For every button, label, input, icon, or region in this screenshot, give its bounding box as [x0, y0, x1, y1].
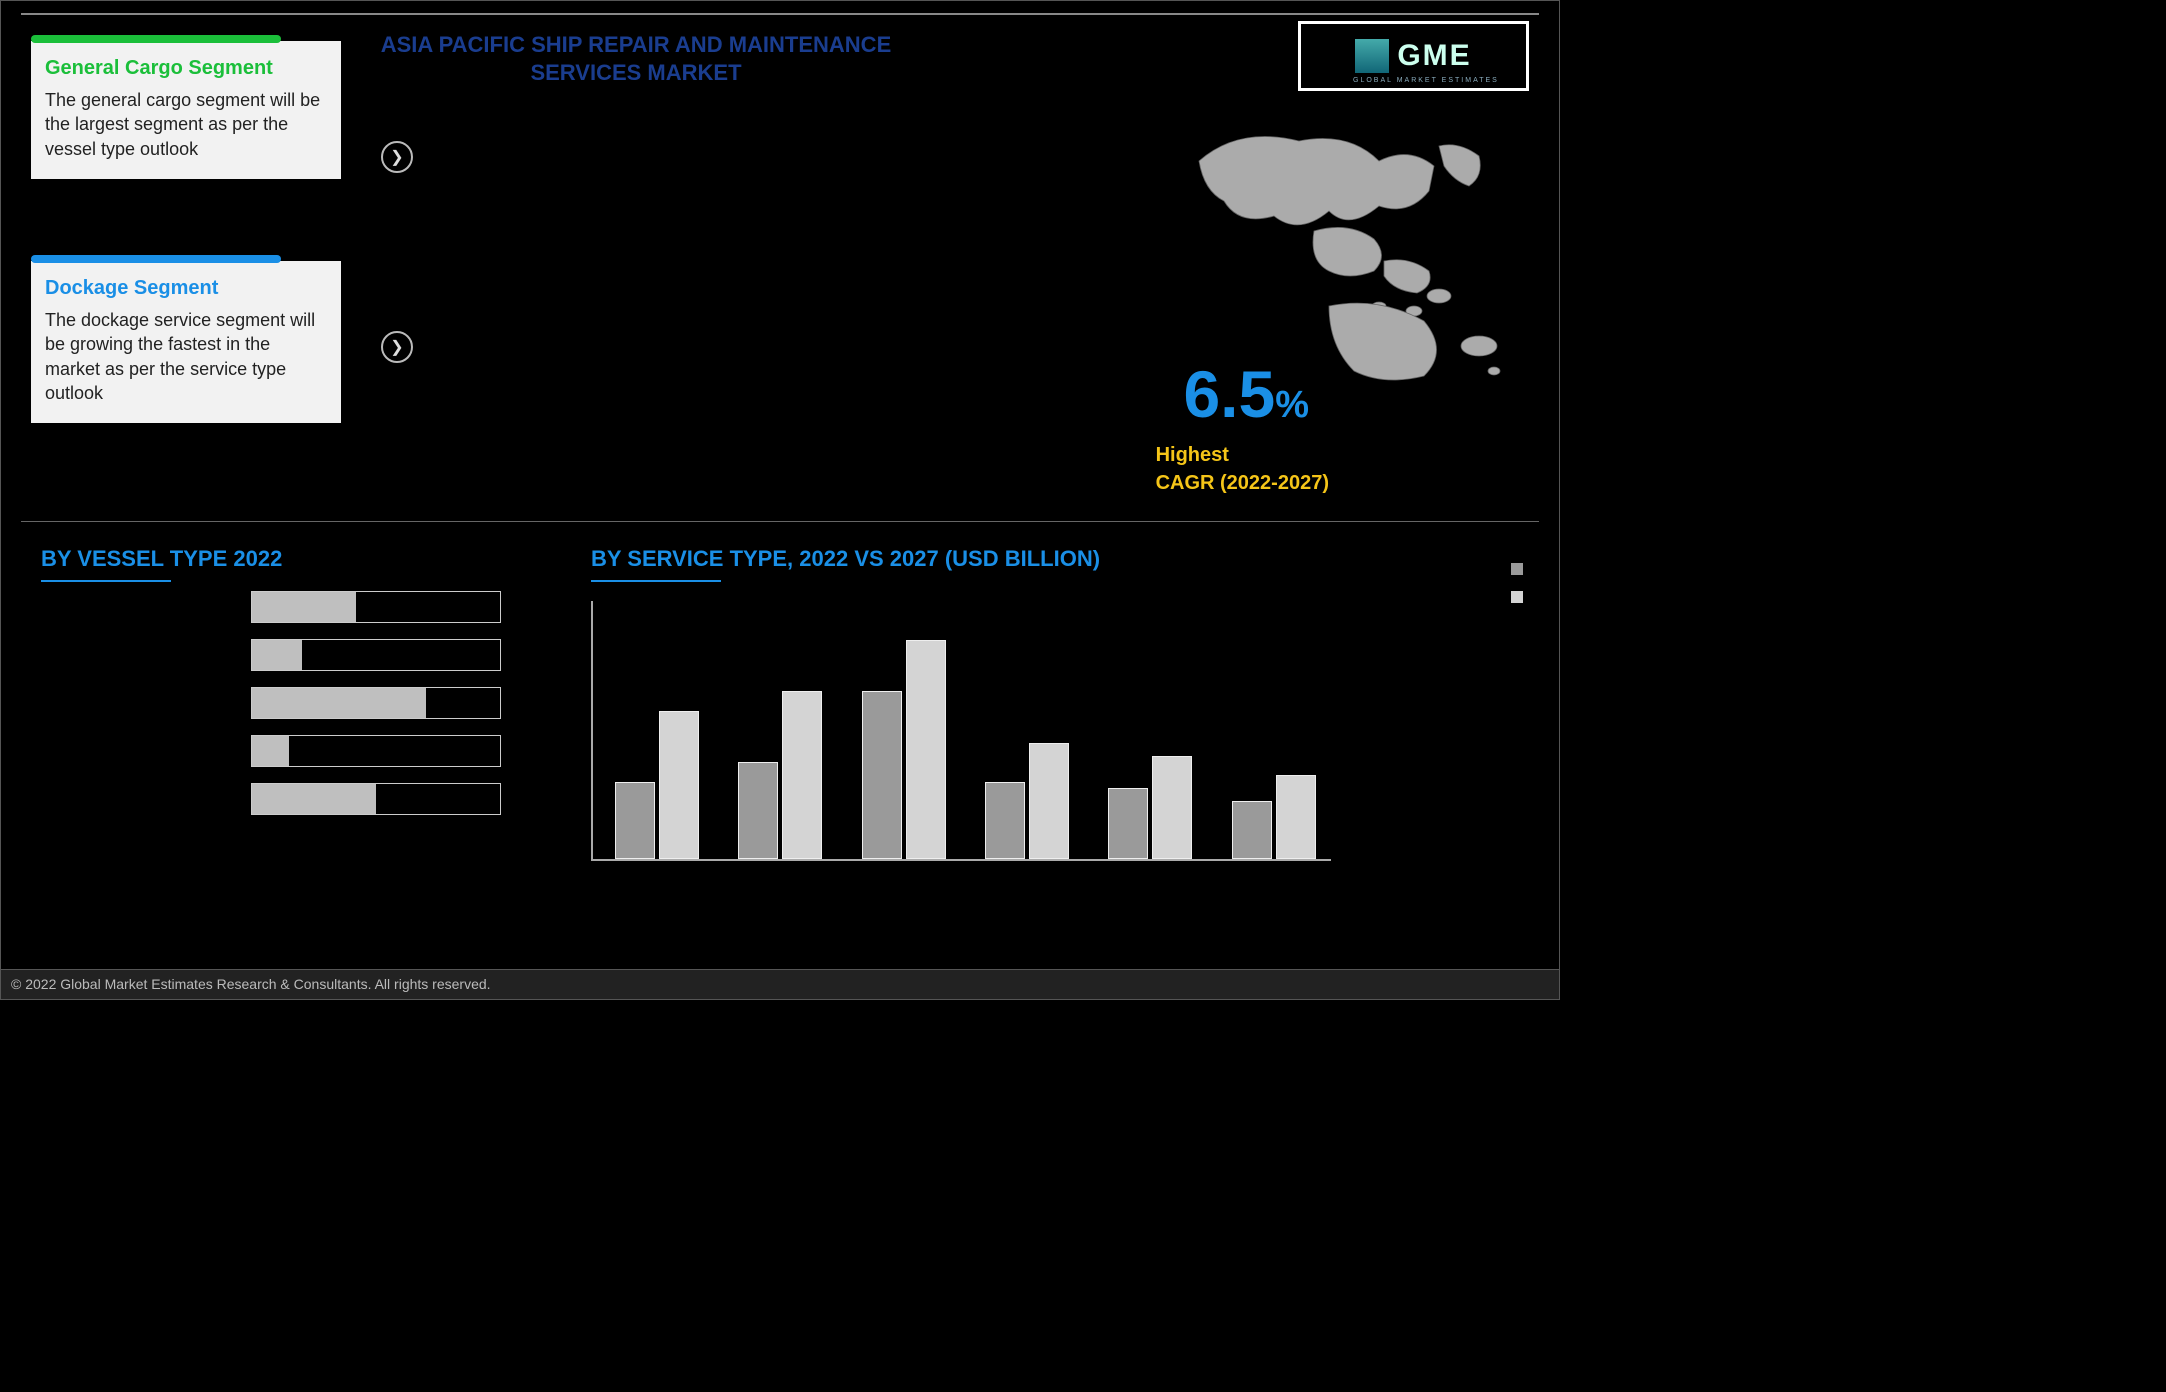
bar-2027 — [1152, 756, 1192, 859]
card-body: The general cargo segment will be the la… — [45, 88, 327, 161]
section-title-text: BY SERVICE TYPE, 2022 VS 2027 (USD BILLI… — [591, 546, 1100, 571]
bar-2027 — [1029, 743, 1069, 859]
infographic-page: ASIA PACIFIC SHIP REPAIR AND MAINTENANCE… — [0, 0, 1560, 1000]
underline — [41, 580, 171, 582]
bar-2027 — [906, 640, 946, 859]
card-heading: General Cargo Segment — [45, 57, 327, 80]
section-title-service: BY SERVICE TYPE, 2022 VS 2027 (USD BILLI… — [591, 546, 1100, 582]
top-rule — [21, 13, 1539, 15]
hbar-fill — [252, 640, 302, 670]
x-axis — [591, 859, 1331, 861]
logo-subtext: GLOBAL MARKET ESTIMATES — [1353, 77, 1499, 84]
hbar-row — [251, 687, 501, 719]
gme-logo: GME GLOBAL MARKET ESTIMATES — [1298, 21, 1529, 91]
card-heading: Dockage Segment — [45, 277, 327, 300]
legend-item — [1511, 589, 1529, 603]
bar-2022 — [1108, 788, 1148, 859]
logo-text: GME — [1397, 39, 1471, 73]
chevron-right-icon: ❯ — [381, 331, 413, 363]
card-body: The dockage service segment will be grow… — [45, 308, 327, 405]
chevron-right-icon: ❯ — [381, 141, 413, 173]
hbar-fill — [252, 784, 376, 814]
card-accent-bar — [31, 35, 281, 43]
hbar-fill — [252, 736, 289, 766]
bar-2027 — [1276, 775, 1316, 859]
underline — [591, 580, 721, 582]
cagr-value: 6.5% — [1183, 361, 1309, 427]
bar-2022 — [1232, 801, 1272, 859]
bar-2022 — [615, 782, 655, 859]
legend-swatch — [1511, 591, 1523, 603]
hbar-fill — [252, 592, 356, 622]
page-title: ASIA PACIFIC SHIP REPAIR AND MAINTENANCE… — [361, 31, 911, 86]
card-general-cargo: General Cargo Segment The general cargo … — [31, 41, 341, 179]
hbar-row — [251, 591, 501, 623]
bar-2027 — [659, 711, 699, 859]
hbar-fill — [252, 688, 426, 718]
section-title-text: BY VESSEL TYPE 2022 — [41, 546, 282, 571]
card-dockage: Dockage Segment The dockage service segm… — [31, 261, 341, 423]
y-axis — [591, 601, 593, 861]
service-type-grouped-bar-chart — [591, 601, 1331, 881]
asia-pacific-map-icon — [1179, 121, 1519, 381]
bar-2022 — [985, 782, 1025, 859]
legend-swatch — [1511, 563, 1523, 575]
legend-item — [1511, 561, 1529, 575]
hbar-row — [251, 735, 501, 767]
logo-icon — [1355, 39, 1389, 73]
section-title-vessel: BY VESSEL TYPE 2022 — [41, 546, 282, 582]
bar-2027 — [782, 691, 822, 859]
chart-legend — [1511, 561, 1529, 603]
cagr-label: Highest CAGR (2022-2027) — [1156, 441, 1329, 497]
cagr-label-1: Highest — [1156, 444, 1229, 466]
card-accent-bar — [31, 255, 281, 263]
hbar-row — [251, 783, 501, 815]
bar-2022 — [738, 762, 778, 859]
bar-2022 — [862, 691, 902, 859]
footer-copyright: © 2022 Global Market Estimates Research … — [1, 969, 1559, 999]
cagr-pct: % — [1275, 384, 1309, 426]
vessel-type-hbar-chart — [251, 591, 501, 831]
cagr-number: 6.5 — [1183, 357, 1275, 431]
hbar-row — [251, 639, 501, 671]
mid-rule — [21, 521, 1539, 522]
cagr-label-2: CAGR (2022-2027) — [1156, 472, 1329, 494]
